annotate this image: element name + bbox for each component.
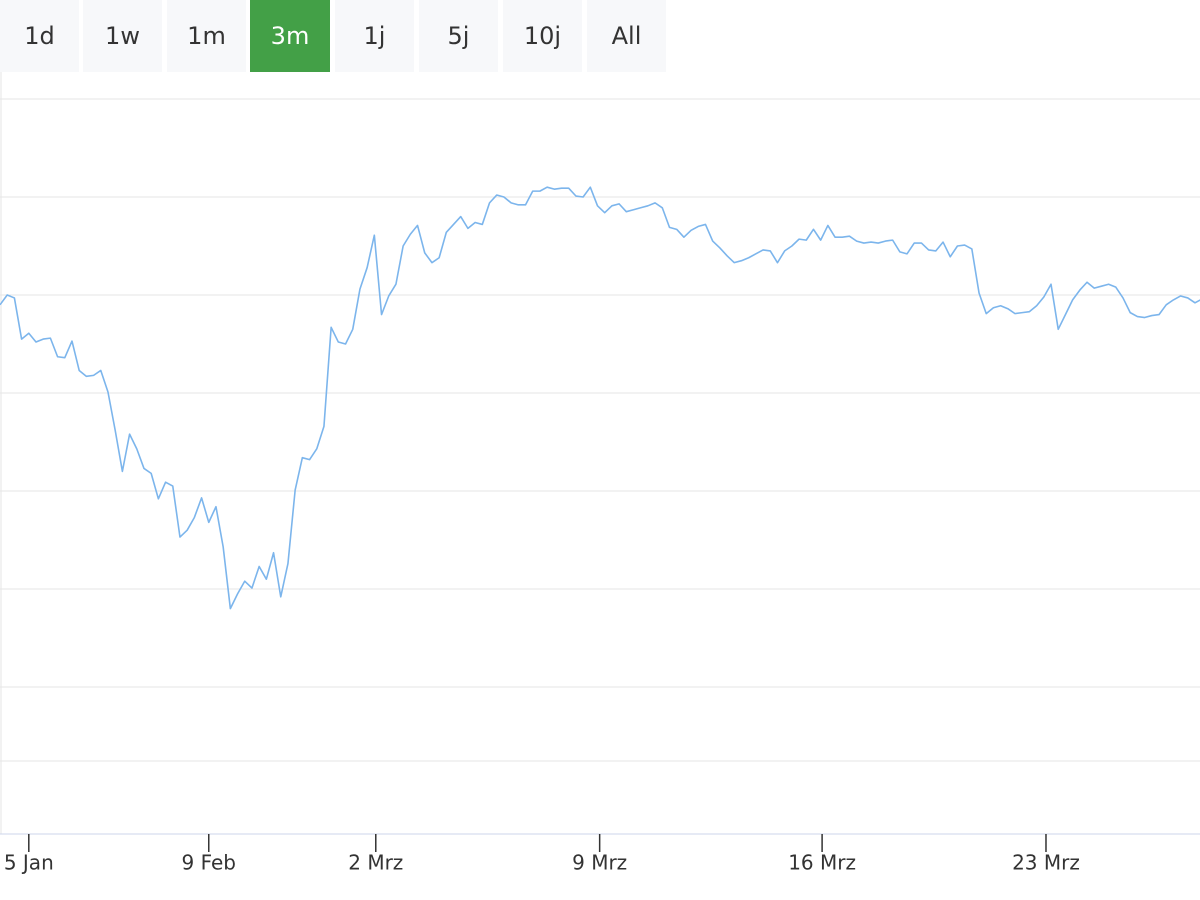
range-button[interactable]: 3m bbox=[250, 0, 330, 72]
range-button[interactable]: 1w bbox=[83, 0, 162, 72]
range-button[interactable]: 5j bbox=[419, 0, 498, 72]
x-tick-label: 2 Mrz bbox=[348, 851, 403, 875]
range-button[interactable]: 1m bbox=[167, 0, 246, 72]
x-tick-label: 5 Jan bbox=[4, 851, 54, 875]
range-button[interactable]: 1d bbox=[0, 0, 79, 72]
line-series bbox=[0, 186, 1200, 610]
range-button[interactable]: 10j bbox=[503, 0, 582, 72]
range-button[interactable]: All bbox=[587, 0, 666, 72]
range-button[interactable]: 1j bbox=[335, 0, 414, 72]
x-tick-label: 16 Mrz bbox=[788, 851, 856, 875]
x-tick-label: 23 Mrz bbox=[1012, 851, 1080, 875]
x-tick-label: 9 Mrz bbox=[572, 851, 627, 875]
x-tick-label: 9 Feb bbox=[182, 851, 237, 875]
